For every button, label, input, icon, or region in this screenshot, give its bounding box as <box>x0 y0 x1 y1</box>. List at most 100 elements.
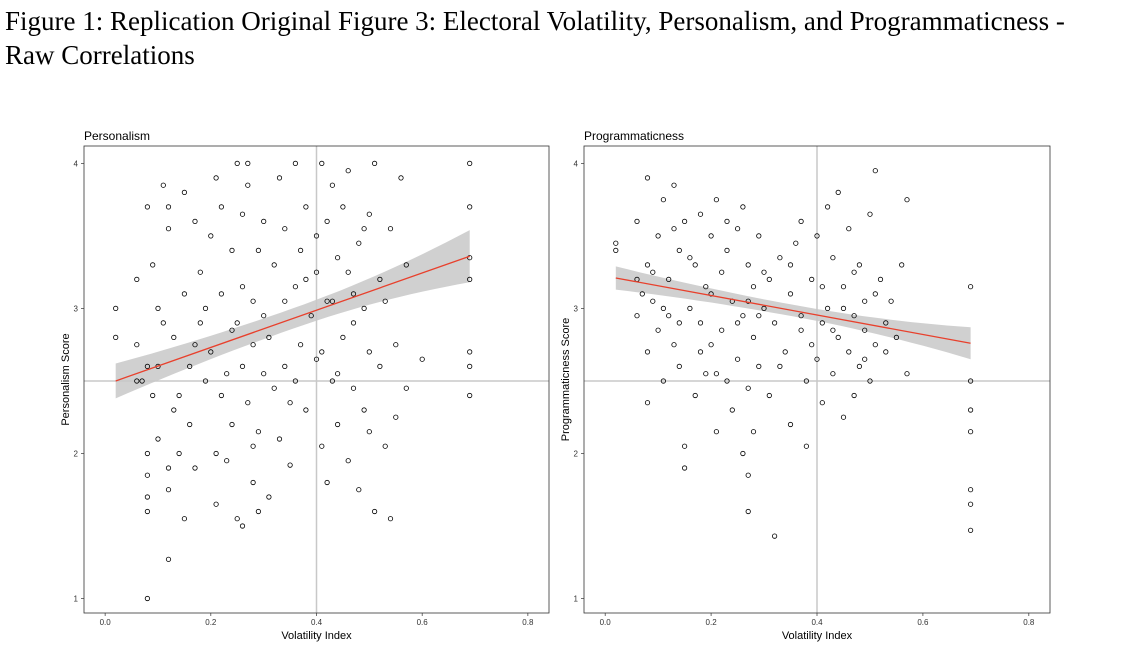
data-point <box>324 479 330 486</box>
data-point <box>793 240 799 246</box>
y-tick-label: 3 <box>574 304 579 313</box>
data-point <box>160 320 166 326</box>
data-point <box>830 255 836 261</box>
data-point <box>134 342 140 348</box>
data-point <box>187 421 193 428</box>
data-point <box>155 436 161 442</box>
data-point <box>967 501 974 507</box>
data-point <box>761 269 767 275</box>
data-point <box>334 371 341 377</box>
x-tick-label: 0.2 <box>205 618 217 627</box>
data-point <box>319 349 325 355</box>
data-point <box>830 327 836 333</box>
x-tick-label: 0.6 <box>417 618 429 627</box>
data-point <box>245 160 251 166</box>
panel-title: Personalism <box>84 129 150 143</box>
data-point <box>350 291 357 297</box>
data-point <box>208 349 214 355</box>
data-point <box>165 226 172 232</box>
data-point <box>165 465 172 471</box>
data-point <box>740 204 746 210</box>
data-point <box>467 392 473 399</box>
figure-caption: Figure 1: Replication Original Figure 3:… <box>5 6 1065 70</box>
data-point <box>287 462 293 468</box>
data-point <box>366 211 372 217</box>
data-point <box>171 334 177 340</box>
data-point <box>819 320 825 326</box>
panel-2: Programmaticness 0.0 0.2 0.4 0.6 0.8 1 2 3 4 Volat… <box>560 129 1051 642</box>
data-point <box>313 269 320 275</box>
data-point <box>134 378 140 384</box>
data-point <box>756 363 762 369</box>
data-point <box>740 313 746 319</box>
data-point <box>276 175 283 181</box>
data-point <box>297 247 304 253</box>
data-point <box>862 356 868 362</box>
data-point <box>266 334 272 340</box>
data-point <box>740 450 746 457</box>
data-point <box>324 218 330 224</box>
data-point <box>734 226 741 232</box>
y-axis-title: Programmaticness Score <box>560 318 572 442</box>
data-point <box>967 487 974 493</box>
data-point <box>250 342 256 348</box>
data-point <box>967 378 974 384</box>
data-point <box>692 262 698 268</box>
data-point <box>155 305 161 311</box>
data-point <box>835 189 841 195</box>
data-point <box>356 487 362 493</box>
data-point <box>613 247 619 253</box>
data-point <box>745 472 751 478</box>
data-point <box>872 342 878 348</box>
data-point <box>377 276 383 282</box>
y-tick-label: 3 <box>74 304 79 313</box>
x-tick-label: 0.8 <box>1023 618 1035 627</box>
data-point <box>729 407 735 413</box>
data-point <box>862 298 868 304</box>
data-point <box>650 269 656 275</box>
data-point <box>756 313 762 319</box>
x-axis-title: Volatility Index <box>782 630 853 642</box>
data-point <box>271 385 277 391</box>
data-point <box>671 226 677 232</box>
data-point <box>734 320 741 326</box>
data-point <box>139 378 145 384</box>
y-tick-label: 2 <box>74 449 79 458</box>
data-point <box>176 392 182 399</box>
data-point <box>840 414 847 420</box>
data-point <box>261 218 267 224</box>
data-point <box>798 327 804 333</box>
data-point <box>361 407 367 413</box>
data-point <box>467 349 473 355</box>
data-point <box>144 595 150 602</box>
data-point <box>403 385 409 391</box>
data-point <box>250 298 256 304</box>
data-point <box>692 392 698 399</box>
data-point <box>777 255 783 261</box>
data-point <box>883 320 889 326</box>
data-point <box>856 262 863 268</box>
data-point <box>787 262 794 268</box>
confidence-band <box>615 266 971 360</box>
data-point <box>750 334 757 340</box>
data-point <box>745 262 751 268</box>
x-tick-label: 0.6 <box>917 618 929 627</box>
data-point <box>387 226 394 232</box>
data-point <box>724 218 730 224</box>
data-point <box>345 269 351 275</box>
data-point <box>862 327 868 333</box>
data-point <box>213 450 219 457</box>
data-point <box>660 305 667 311</box>
data-point <box>671 342 677 348</box>
data-point <box>697 320 704 326</box>
data-point <box>334 421 341 428</box>
data-point <box>319 443 325 449</box>
data-point <box>255 247 261 253</box>
data-point <box>224 371 230 377</box>
data-point <box>150 392 156 399</box>
data-point <box>666 313 672 319</box>
data-point <box>782 349 788 355</box>
data-point <box>160 182 166 188</box>
data-point <box>745 508 751 515</box>
